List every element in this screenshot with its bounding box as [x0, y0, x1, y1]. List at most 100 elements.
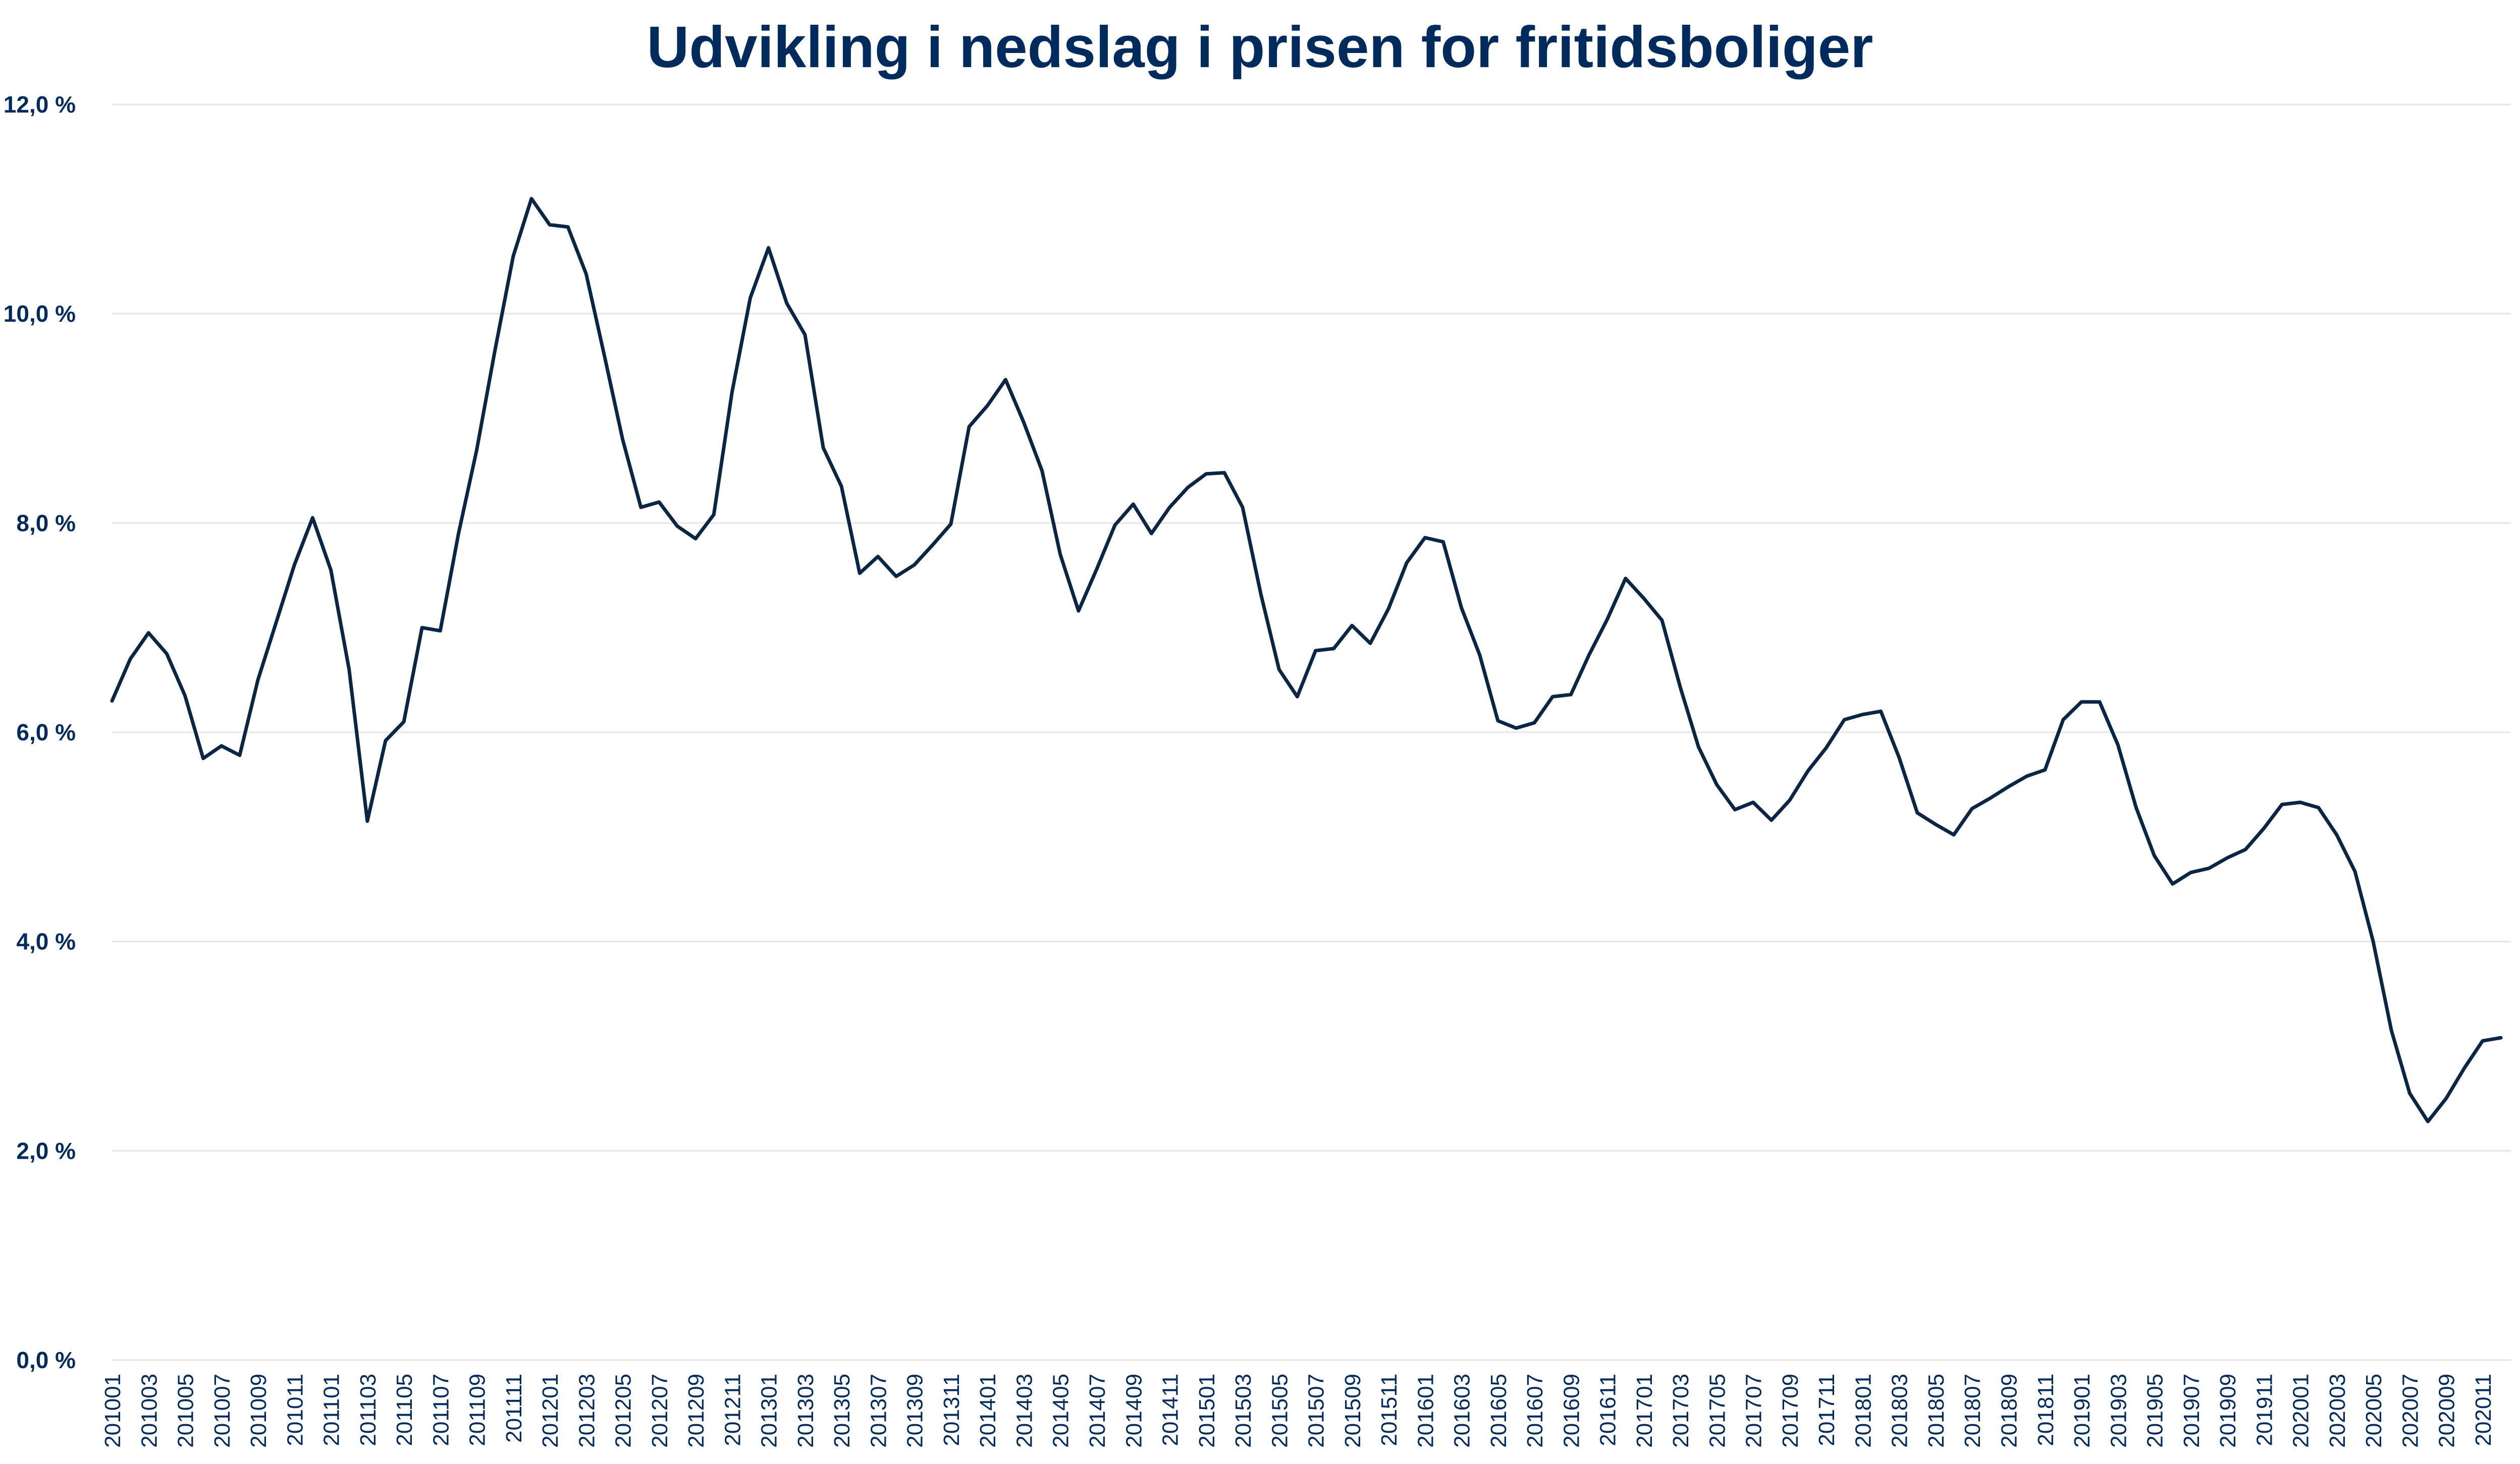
- data-point: [547, 222, 552, 227]
- data-point: [894, 574, 899, 579]
- data-point: [456, 531, 461, 536]
- data-point: [1897, 755, 1902, 760]
- data-point: [711, 512, 716, 517]
- data-point: [1112, 523, 1117, 528]
- x-tick-label: 201001: [100, 1374, 125, 1448]
- data-point: [1094, 567, 1099, 572]
- data-point: [1131, 502, 1136, 507]
- data-point: [2079, 699, 2084, 704]
- data-point: [967, 424, 972, 429]
- x-tick-label: 201707: [1742, 1374, 1766, 1448]
- x-tick-label: 201601: [1413, 1374, 1438, 1448]
- data-point: [2444, 1096, 2449, 1101]
- x-axis: 201001 201003 201005 201007 201009 201011 2011…: [100, 1374, 2496, 1448]
- data-point: [529, 196, 534, 201]
- data-point: [729, 390, 734, 395]
- data-point: [1933, 822, 1938, 827]
- x-tick-label: 201307: [866, 1374, 891, 1448]
- x-tick-label: 201809: [1997, 1374, 2021, 1448]
- data-point: [876, 554, 881, 559]
- data-point: [1915, 810, 1920, 816]
- data-point: [1751, 800, 1756, 805]
- x-tick-label: 201907: [2179, 1374, 2204, 1448]
- data-point: [2261, 826, 2266, 831]
- x-tick-label: 201305: [830, 1374, 854, 1448]
- data-point: [1641, 596, 1646, 601]
- x-tick-label: 201209: [684, 1374, 709, 1448]
- data-point: [1331, 646, 1336, 651]
- data-point: [1258, 591, 1263, 597]
- data-point: [1276, 667, 1281, 672]
- data-point: [1441, 539, 1446, 545]
- data-point: [1240, 505, 1245, 510]
- data-point: [2243, 847, 2248, 852]
- data-point: [602, 353, 607, 358]
- x-tick-label: 201611: [1596, 1374, 1621, 1446]
- data-point: [219, 743, 224, 748]
- x-tick-label: 201009: [246, 1374, 271, 1448]
- data-point: [1295, 694, 1300, 699]
- data-point: [2426, 1119, 2431, 1124]
- data-point: [110, 698, 115, 703]
- data-point: [1587, 653, 1592, 658]
- data-point: [1787, 798, 1792, 803]
- y-tick-label: 0,0 %: [16, 1347, 76, 1373]
- data-point: [2061, 717, 2066, 722]
- data-point: [419, 625, 424, 630]
- data-point: [985, 403, 990, 408]
- data-point: [1350, 623, 1355, 628]
- data-point: [1022, 420, 1027, 425]
- data-point: [1040, 468, 1045, 473]
- data-point: [1951, 832, 1956, 837]
- data-point: [292, 562, 297, 567]
- data-point: [1149, 531, 1154, 536]
- x-tick-label: 201807: [1960, 1374, 1985, 1448]
- data-point: [565, 225, 570, 230]
- data-point: [2006, 784, 2011, 789]
- y-tick-label: 2,0 %: [16, 1137, 76, 1164]
- x-tick-label: 202009: [2435, 1374, 2459, 1448]
- x-tick-label: 201301: [757, 1374, 782, 1448]
- data-point: [329, 568, 334, 573]
- series-line: [110, 197, 2503, 1123]
- x-tick-label: 201905: [2143, 1374, 2168, 1448]
- data-point: [1696, 744, 1701, 749]
- x-tick-label: 201409: [1121, 1374, 1146, 1448]
- x-tick-label: 201803: [1888, 1374, 1912, 1448]
- data-point: [1769, 818, 1774, 823]
- data-point: [821, 445, 826, 450]
- data-point: [1623, 576, 1628, 581]
- data-point: [2097, 699, 2102, 704]
- x-tick-label: 201711: [1814, 1374, 1839, 1446]
- data-point: [948, 521, 953, 526]
- data-point: [2407, 1091, 2412, 1096]
- x-tick-label: 201701: [1632, 1374, 1657, 1448]
- x-tick-label: 201311: [939, 1374, 964, 1446]
- y-tick-label: 10,0 %: [4, 301, 76, 327]
- data-point: [1204, 471, 1209, 476]
- data-point: [766, 245, 771, 250]
- data-point: [1386, 606, 1391, 611]
- x-tick-label: 201405: [1049, 1374, 1074, 1448]
- data-point: [1860, 712, 1865, 717]
- data-point: [401, 719, 406, 724]
- x-tick-label: 201107: [428, 1374, 453, 1446]
- y-tick-label: 4,0 %: [16, 929, 76, 955]
- data-point: [1477, 653, 1482, 658]
- x-tick-label: 201507: [1304, 1374, 1329, 1448]
- data-point: [2462, 1066, 2467, 1071]
- y-axis: 0,0 % 2,0 % 4,0 % 6,0 % 8,0 % 10,0 % 12,0 %: [4, 91, 76, 1373]
- chart-title: Udvikling i nedslag i prisen for fritids…: [647, 14, 1873, 80]
- data-point: [310, 515, 315, 520]
- data-point: [1459, 605, 1464, 610]
- data-point: [2043, 768, 2048, 773]
- data-point: [2133, 805, 2138, 810]
- data-point: [1678, 685, 1683, 690]
- data-point: [2024, 774, 2029, 779]
- data-point: [1805, 769, 1810, 774]
- data-point: [1605, 617, 1610, 622]
- x-tick-label: 201005: [174, 1374, 198, 1448]
- x-tick-label: 201411: [1158, 1374, 1183, 1446]
- x-tick-label: 201703: [1669, 1374, 1693, 1448]
- data-point: [802, 332, 808, 337]
